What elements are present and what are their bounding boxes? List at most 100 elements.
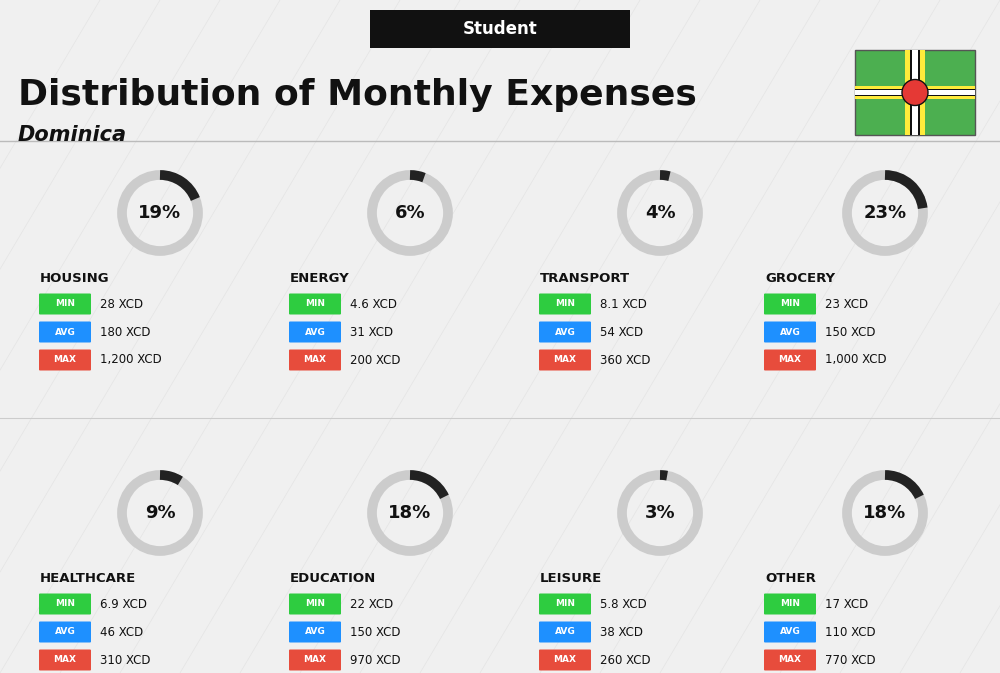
Text: 310 XCD: 310 XCD <box>100 653 150 666</box>
Text: AVG: AVG <box>780 328 800 336</box>
FancyBboxPatch shape <box>539 322 591 343</box>
FancyBboxPatch shape <box>764 322 816 343</box>
Text: 4.6 XCD: 4.6 XCD <box>350 297 397 310</box>
FancyBboxPatch shape <box>39 349 91 371</box>
Text: MIN: MIN <box>55 600 75 608</box>
Text: Dominica: Dominica <box>18 125 127 145</box>
Text: 110 XCD: 110 XCD <box>825 625 876 639</box>
Text: 180 XCD: 180 XCD <box>100 326 150 339</box>
Text: 18%: 18% <box>863 504 907 522</box>
Text: MAX: MAX <box>778 355 802 365</box>
FancyBboxPatch shape <box>39 649 91 670</box>
Text: MAX: MAX <box>304 656 326 664</box>
FancyBboxPatch shape <box>39 621 91 643</box>
Text: 31 XCD: 31 XCD <box>350 326 393 339</box>
Text: MAX: MAX <box>554 656 576 664</box>
FancyBboxPatch shape <box>289 594 341 614</box>
FancyBboxPatch shape <box>539 649 591 670</box>
FancyBboxPatch shape <box>855 85 975 100</box>
Text: 54 XCD: 54 XCD <box>600 326 643 339</box>
Text: HOUSING: HOUSING <box>40 272 110 285</box>
Text: MAX: MAX <box>54 355 76 365</box>
Text: AVG: AVG <box>305 328 325 336</box>
Text: 360 XCD: 360 XCD <box>600 353 650 367</box>
FancyBboxPatch shape <box>855 89 975 96</box>
Text: MAX: MAX <box>778 656 802 664</box>
Text: 6.9 XCD: 6.9 XCD <box>100 598 147 610</box>
Text: OTHER: OTHER <box>765 572 816 585</box>
Text: AVG: AVG <box>555 328 575 336</box>
Text: MIN: MIN <box>305 299 325 308</box>
FancyBboxPatch shape <box>289 349 341 371</box>
Text: 770 XCD: 770 XCD <box>825 653 876 666</box>
Text: 260 XCD: 260 XCD <box>600 653 651 666</box>
Text: 18%: 18% <box>388 504 432 522</box>
Text: 23 XCD: 23 XCD <box>825 297 868 310</box>
Text: TRANSPORT: TRANSPORT <box>540 272 630 285</box>
FancyBboxPatch shape <box>539 349 591 371</box>
Text: MIN: MIN <box>780 299 800 308</box>
Text: 1,200 XCD: 1,200 XCD <box>100 353 162 367</box>
Text: AVG: AVG <box>305 627 325 637</box>
Circle shape <box>902 79 928 106</box>
Text: 9%: 9% <box>145 504 175 522</box>
Text: MAX: MAX <box>554 355 576 365</box>
FancyBboxPatch shape <box>764 594 816 614</box>
Text: MAX: MAX <box>304 355 326 365</box>
Text: MAX: MAX <box>54 656 76 664</box>
FancyBboxPatch shape <box>39 322 91 343</box>
FancyBboxPatch shape <box>289 621 341 643</box>
Text: 17 XCD: 17 XCD <box>825 598 868 610</box>
Text: 19%: 19% <box>138 204 182 222</box>
Text: Distribution of Monthly Expenses: Distribution of Monthly Expenses <box>18 78 697 112</box>
Text: 23%: 23% <box>863 204 907 222</box>
Text: 6%: 6% <box>395 204 425 222</box>
Text: 5.8 XCD: 5.8 XCD <box>600 598 647 610</box>
Text: MIN: MIN <box>555 299 575 308</box>
Text: AVG: AVG <box>55 627 75 637</box>
Text: MIN: MIN <box>555 600 575 608</box>
Text: 150 XCD: 150 XCD <box>350 625 400 639</box>
Text: 1,000 XCD: 1,000 XCD <box>825 353 887 367</box>
Text: 38 XCD: 38 XCD <box>600 625 643 639</box>
Text: LEISURE: LEISURE <box>540 572 602 585</box>
FancyBboxPatch shape <box>39 293 91 314</box>
FancyBboxPatch shape <box>764 649 816 670</box>
Text: 200 XCD: 200 XCD <box>350 353 400 367</box>
FancyBboxPatch shape <box>39 594 91 614</box>
Text: MIN: MIN <box>55 299 75 308</box>
Text: 150 XCD: 150 XCD <box>825 326 876 339</box>
Text: ENERGY: ENERGY <box>290 272 350 285</box>
FancyBboxPatch shape <box>289 293 341 314</box>
FancyBboxPatch shape <box>905 50 925 135</box>
Text: MIN: MIN <box>780 600 800 608</box>
FancyBboxPatch shape <box>289 322 341 343</box>
Text: HEALTHCARE: HEALTHCARE <box>40 572 136 585</box>
FancyBboxPatch shape <box>855 90 975 95</box>
FancyBboxPatch shape <box>910 50 920 135</box>
Text: 8.1 XCD: 8.1 XCD <box>600 297 647 310</box>
FancyBboxPatch shape <box>539 621 591 643</box>
FancyBboxPatch shape <box>764 293 816 314</box>
Text: 3%: 3% <box>645 504 675 522</box>
Text: AVG: AVG <box>555 627 575 637</box>
Text: 970 XCD: 970 XCD <box>350 653 401 666</box>
Text: EDUCATION: EDUCATION <box>290 572 376 585</box>
Text: 4%: 4% <box>645 204 675 222</box>
FancyBboxPatch shape <box>855 50 975 135</box>
Text: GROCERY: GROCERY <box>765 272 835 285</box>
FancyBboxPatch shape <box>370 10 630 48</box>
Text: 22 XCD: 22 XCD <box>350 598 393 610</box>
Text: 28 XCD: 28 XCD <box>100 297 143 310</box>
FancyBboxPatch shape <box>764 349 816 371</box>
FancyBboxPatch shape <box>764 621 816 643</box>
FancyBboxPatch shape <box>912 50 918 135</box>
Text: Student: Student <box>463 20 537 38</box>
FancyBboxPatch shape <box>289 649 341 670</box>
Text: AVG: AVG <box>55 328 75 336</box>
FancyBboxPatch shape <box>539 594 591 614</box>
Text: AVG: AVG <box>780 627 800 637</box>
FancyBboxPatch shape <box>539 293 591 314</box>
Text: 46 XCD: 46 XCD <box>100 625 143 639</box>
Text: MIN: MIN <box>305 600 325 608</box>
